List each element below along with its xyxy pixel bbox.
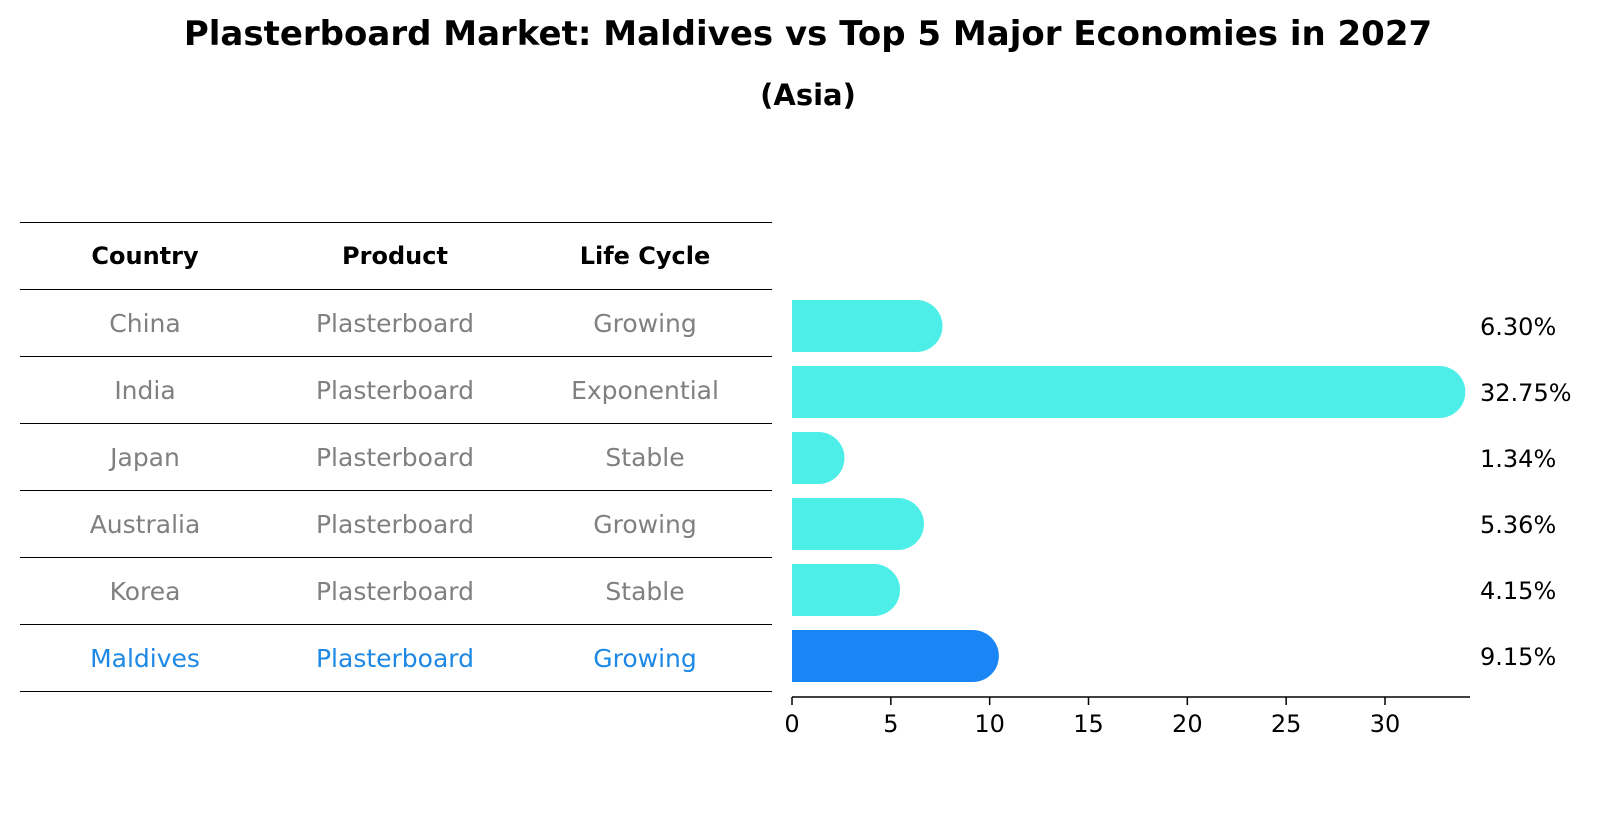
cell-product: Plasterboard [315,509,475,539]
bar-australia [792,498,924,550]
table-row: China Plasterboard Growing [20,289,772,356]
cell-country: Japan [110,442,180,472]
bar-korea [792,564,901,616]
value-label: 32.75% [1480,379,1572,407]
table-row: India Plasterboard Exponential [20,356,772,423]
cell-life-cycle: Stable [605,442,685,472]
value-label: 5.36% [1480,511,1556,539]
bar-japan [792,432,845,484]
cell-country: Maldives [90,643,200,673]
cell-product: Plasterboard [315,308,475,338]
chart-subtitle: (Asia) [760,78,856,112]
cell-product: Plasterboard [315,643,475,673]
x-tick-label: 25 [1271,710,1302,738]
table-row: Australia Plasterboard Growing [20,490,772,557]
value-label: 1.34% [1480,445,1556,473]
value-label: 6.30% [1480,313,1556,341]
table-row: Korea Plasterboard Stable [20,557,772,624]
cell-country: Korea [109,576,181,606]
x-tick-label: 20 [1172,710,1203,738]
table-row: Japan Plasterboard Stable [20,423,772,490]
cell-country: India [114,375,176,405]
cell-product: Plasterboard [315,576,475,606]
cell-life-cycle: Growing [593,509,697,539]
table-row-highlighted: Maldives Plasterboard Growing [20,624,772,692]
value-label: 9.15% [1480,643,1556,671]
x-tick-label: 5 [883,710,898,738]
cell-life-cycle: Exponential [571,375,719,405]
x-tick-label: 15 [1073,710,1104,738]
table-header-row: Country Product Life Cycle [20,222,772,289]
cell-life-cycle: Growing [593,643,697,673]
x-tick-label: 10 [974,710,1005,738]
cell-product: Plasterboard [315,442,475,472]
cell-country: Australia [89,509,201,539]
chart-title: Plasterboard Market: Maldives vs Top 5 M… [183,14,1433,54]
x-tick-label: 0 [784,710,799,738]
x-tick-label: 30 [1370,710,1401,738]
cell-life-cycle: Stable [605,576,685,606]
cell-life-cycle: Growing [593,308,697,338]
bar-maldives [792,630,999,682]
market-table: Country Product Life Cycle China Plaster… [20,222,772,692]
bar-india [792,366,1466,418]
header-life-cycle: Life Cycle [579,242,711,270]
cell-country: China [109,308,181,338]
cell-product: Plasterboard [315,375,475,405]
header-country: Country [91,242,199,270]
header-product: Product [342,242,448,270]
value-label: 4.15% [1480,577,1556,605]
bar-china [792,300,943,352]
